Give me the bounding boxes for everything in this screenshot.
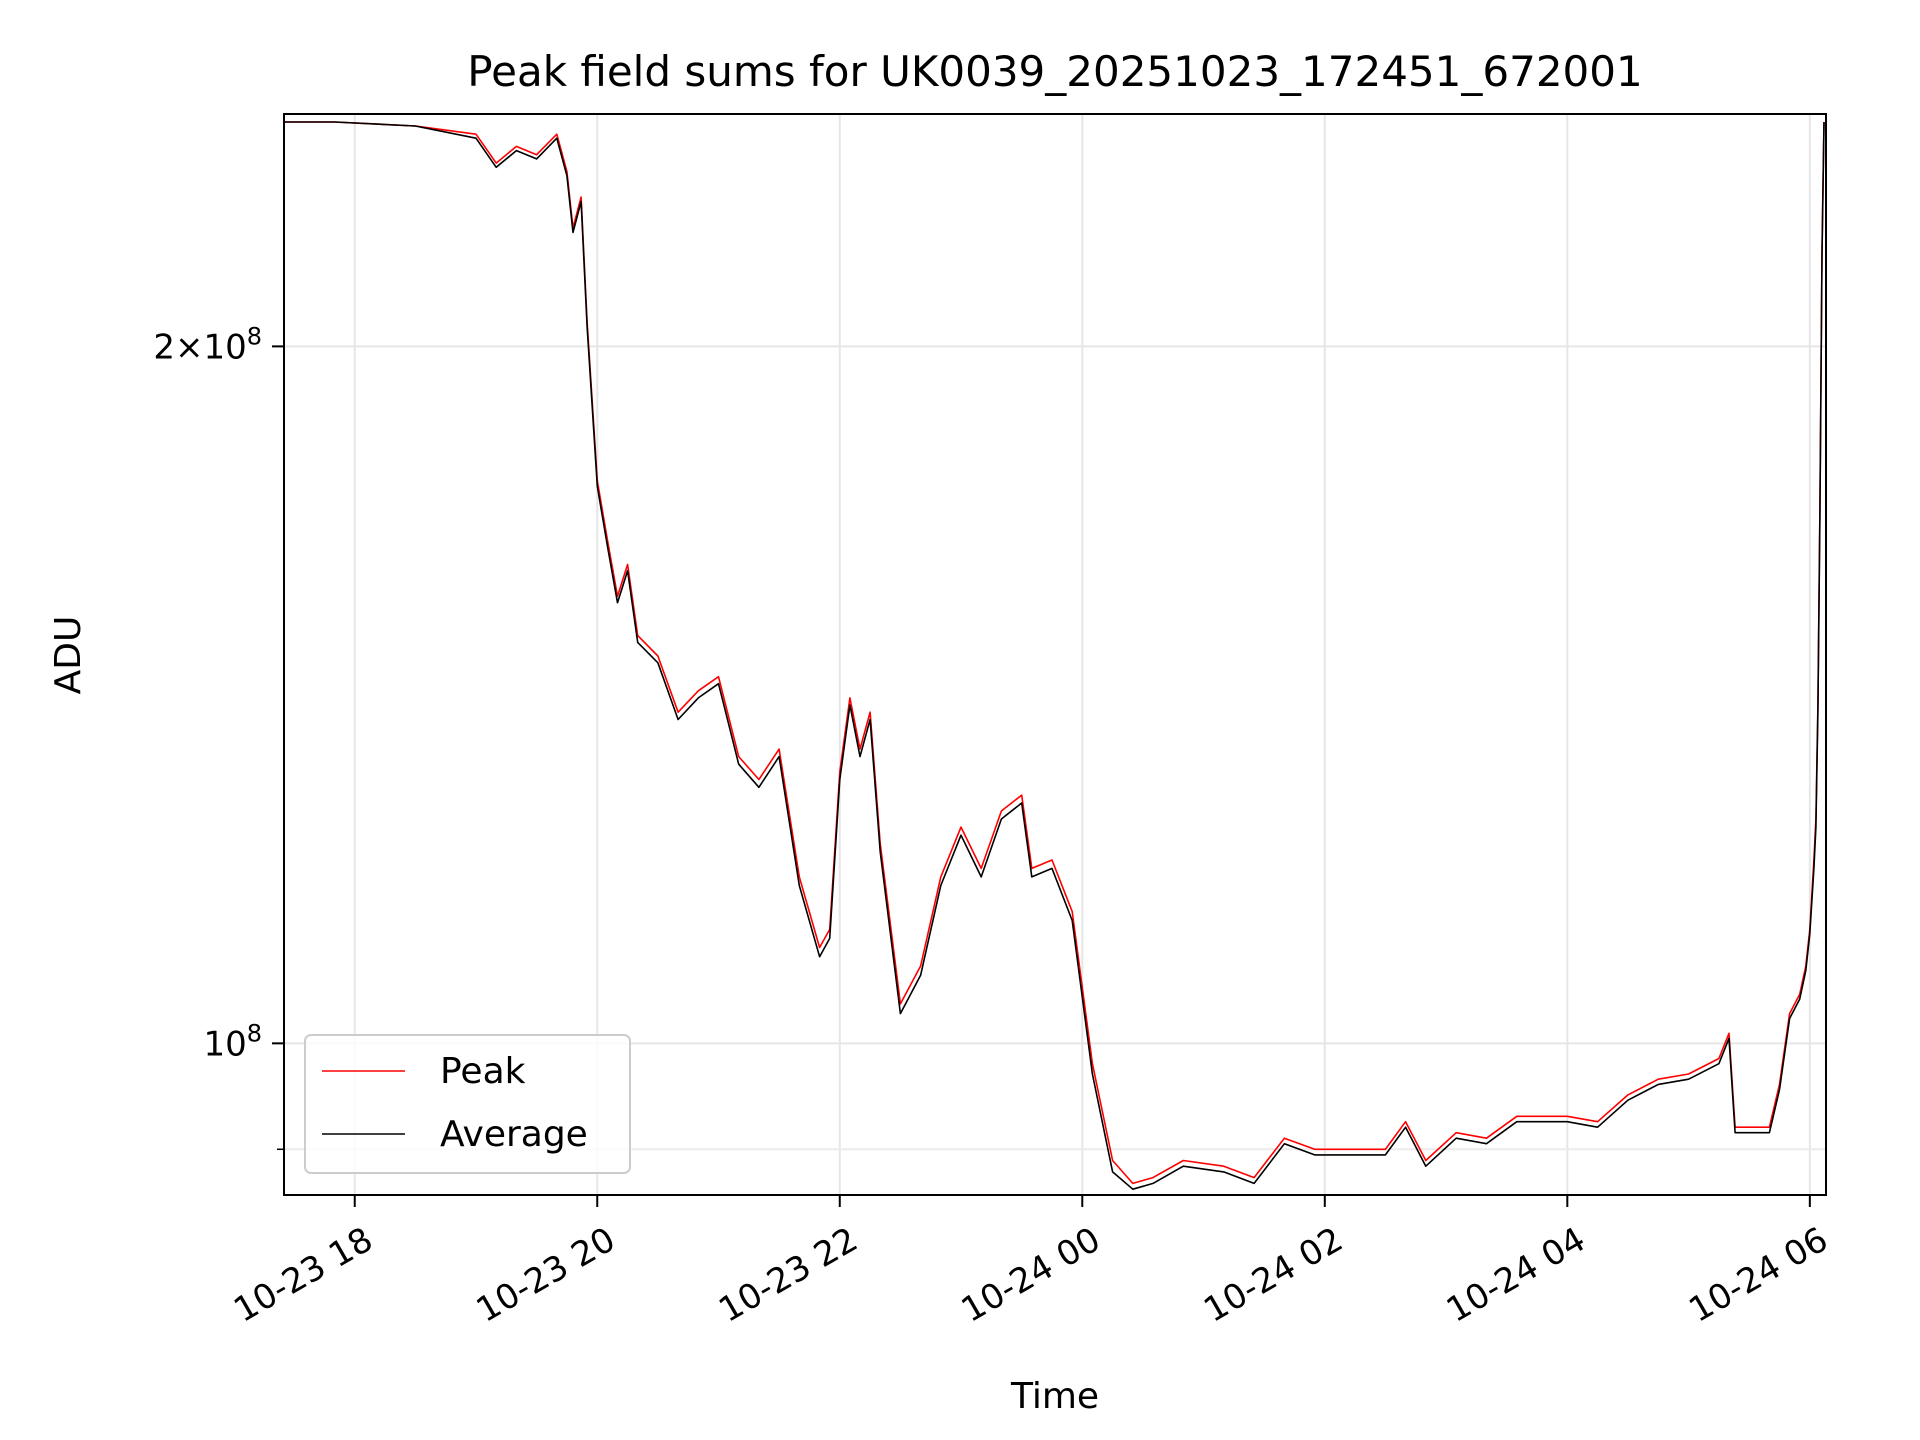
y-tick-label: 108 (203, 1019, 262, 1064)
chart-title: Peak field sums for UK0039_20251023_1724… (467, 47, 1642, 96)
plot-series (284, 121, 1825, 1190)
legend: Peak Average (304, 1034, 631, 1174)
legend-label-average: Average (440, 1114, 588, 1155)
legend-label-peak: Peak (440, 1051, 526, 1092)
plot-frame (283, 113, 1827, 1196)
y-tick-label: 2×108 (153, 322, 262, 367)
series-line-average (284, 121, 1825, 1190)
x-axis-label: Time (1010, 1376, 1099, 1417)
legend-box (304, 1034, 631, 1174)
grid (284, 114, 1826, 1195)
y-axis-ticks: 2×108 108 (153, 322, 284, 1151)
y-axis-label: ADU (48, 616, 89, 695)
